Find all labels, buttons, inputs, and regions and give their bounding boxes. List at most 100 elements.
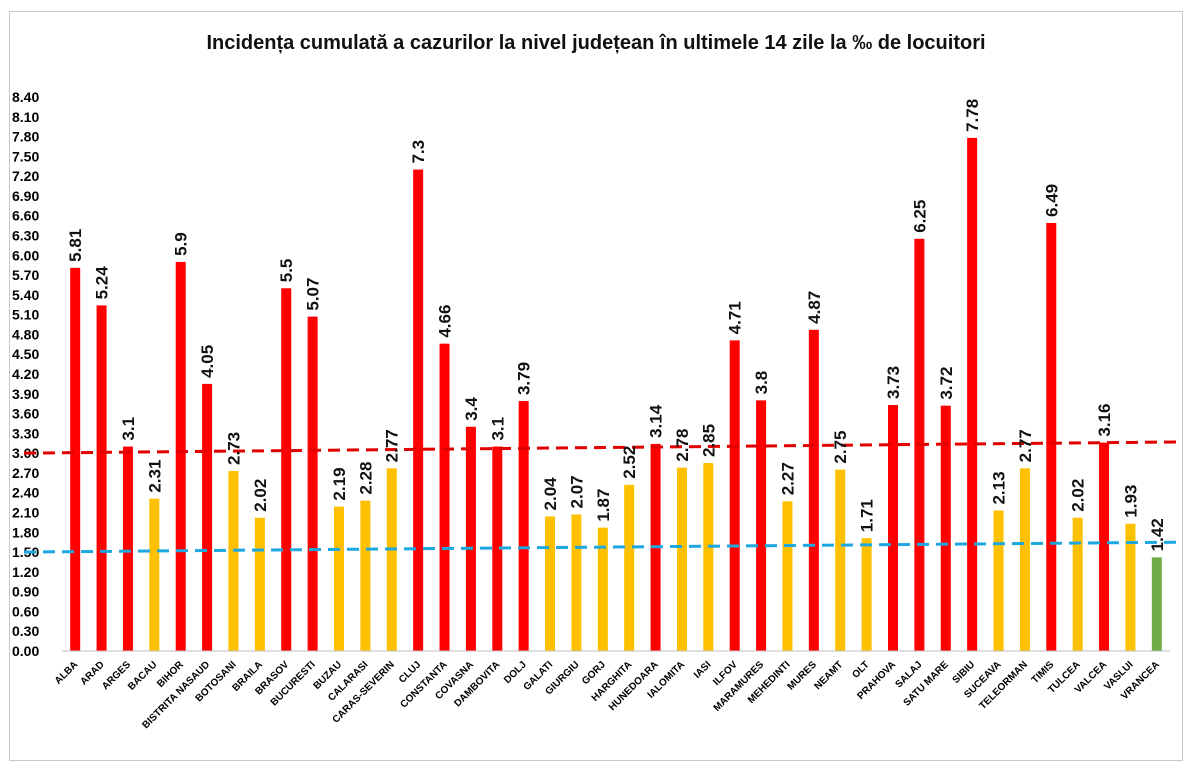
category-label: OLT xyxy=(850,659,871,680)
y-tick-label: 5.40 xyxy=(12,287,39,303)
data-label: 2.78 xyxy=(673,429,692,462)
bar xyxy=(888,404,898,651)
bar xyxy=(861,538,872,651)
data-label: 2.19 xyxy=(330,467,349,500)
bar xyxy=(254,517,265,651)
chart-title: Incidența cumulată a cazurilor la nivel … xyxy=(206,32,986,54)
bar xyxy=(465,426,476,651)
data-labels: 5.81 5.24 3.1 2.31 5.9 4.05 2.73 2.02 5.5 5.07 2.1… xyxy=(66,99,1167,552)
category-label: TELEORMAN xyxy=(977,659,1030,712)
category-label: IASI xyxy=(692,659,714,681)
y-tick-label: 7.80 xyxy=(12,129,39,145)
bar xyxy=(835,469,846,651)
y-tick-label: 1.20 xyxy=(12,564,39,580)
y-tick-label: 8.10 xyxy=(12,109,39,125)
blue-threshold-line xyxy=(23,540,1181,554)
data-label: 2.77 xyxy=(383,429,402,462)
bar xyxy=(967,137,978,651)
y-tick-label: 4.50 xyxy=(12,346,39,362)
bar xyxy=(202,383,213,651)
y-tick-label: 6.00 xyxy=(12,247,39,263)
bar xyxy=(360,500,371,651)
y-tick-label: 0.30 xyxy=(12,623,39,639)
bar xyxy=(122,446,133,651)
y-tick-label: 8.40 xyxy=(12,89,39,105)
bar xyxy=(940,405,951,651)
bar xyxy=(439,343,450,651)
bar xyxy=(492,446,503,651)
data-label: 2.27 xyxy=(778,462,797,495)
data-label: 5.81 xyxy=(66,229,85,262)
bar xyxy=(1072,517,1083,651)
bar xyxy=(808,329,819,651)
data-label: 2.73 xyxy=(224,432,243,465)
y-tick-label: 7.50 xyxy=(12,148,39,164)
y-tick-label: 6.60 xyxy=(12,208,39,224)
data-label: 3.73 xyxy=(884,366,903,399)
threshold-lines xyxy=(23,440,1181,554)
y-tick-label: 6.90 xyxy=(12,188,39,204)
data-label: 2.02 xyxy=(1069,479,1088,512)
data-label: 1.93 xyxy=(1121,485,1140,518)
data-label: 4.87 xyxy=(805,291,824,324)
y-tick-label: 2.70 xyxy=(12,465,39,481)
red-threshold-line xyxy=(23,440,1181,455)
data-label: 3.1 xyxy=(119,417,138,441)
data-label: 7.3 xyxy=(409,140,428,164)
y-tick-label: 2.40 xyxy=(12,485,39,501)
bar xyxy=(149,498,160,651)
bar xyxy=(597,527,608,651)
bar xyxy=(1046,222,1057,651)
bar xyxy=(1019,468,1030,651)
data-label: 3.16 xyxy=(1095,403,1114,436)
category-label: ALBA xyxy=(53,659,80,686)
y-tick-label: 6.30 xyxy=(12,228,39,244)
bar xyxy=(703,463,714,651)
bar xyxy=(228,470,239,651)
data-label: 3.8 xyxy=(752,371,771,395)
bar xyxy=(413,169,424,652)
data-label: 4.05 xyxy=(198,345,217,378)
y-tick-label: 3.60 xyxy=(12,406,39,422)
data-label: 2.02 xyxy=(251,479,270,512)
data-label: 2.52 xyxy=(620,446,639,479)
data-label: 2.04 xyxy=(541,477,560,511)
data-label: 6.49 xyxy=(1042,184,1061,217)
data-label: 2.77 xyxy=(1016,429,1035,462)
bar xyxy=(756,400,767,651)
data-label: 2.13 xyxy=(990,471,1009,504)
data-label: 3.1 xyxy=(488,417,507,441)
data-label: 2.75 xyxy=(831,431,850,464)
bar xyxy=(518,401,529,651)
data-label: 1.42 xyxy=(1148,518,1167,551)
y-tick-label: 1.80 xyxy=(12,524,39,540)
y-tick-label: 5.70 xyxy=(12,267,39,283)
y-axis: 0.000.300.600.901.201.501.802.102.402.70… xyxy=(12,89,39,659)
data-label: 2.28 xyxy=(356,462,375,495)
data-label: 5.9 xyxy=(172,232,191,256)
bar xyxy=(175,261,186,651)
bar xyxy=(386,468,397,651)
data-label: 2.31 xyxy=(145,460,164,493)
data-label: 6.25 xyxy=(910,200,929,233)
bar xyxy=(676,467,687,651)
y-tick-label: 2.10 xyxy=(12,505,39,521)
data-label: 7.78 xyxy=(963,99,982,132)
bar xyxy=(334,506,344,651)
bar xyxy=(96,305,107,651)
bar xyxy=(571,514,582,651)
category-label: NEAMT xyxy=(812,659,845,692)
data-label: 2.85 xyxy=(699,424,718,457)
data-label: 5.07 xyxy=(304,278,323,311)
data-label: 3.72 xyxy=(937,367,956,400)
data-label: 4.71 xyxy=(726,301,745,334)
bar xyxy=(1125,523,1136,651)
data-label: 3.14 xyxy=(647,404,666,438)
category-label: MURES xyxy=(786,659,820,693)
bar xyxy=(1099,442,1110,651)
y-tick-label: 4.20 xyxy=(12,366,39,382)
category-label: BACAU xyxy=(126,659,159,692)
data-label: 1.71 xyxy=(858,499,877,532)
